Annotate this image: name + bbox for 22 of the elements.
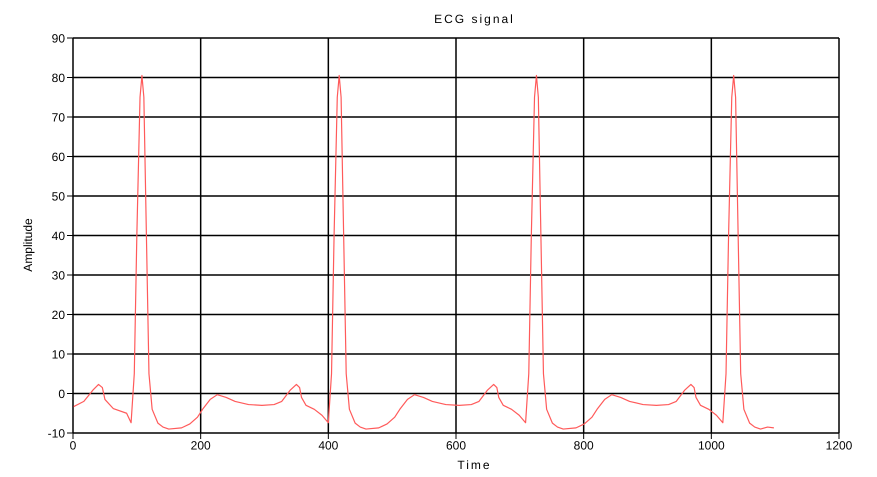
y-tick-label: 0	[58, 386, 66, 401]
chart-title: ECG signal	[433, 12, 516, 26]
y-axis-title: Amplitude	[21, 217, 35, 274]
x-tick-label: 1200	[826, 438, 853, 453]
x-tick-label: 200	[190, 438, 211, 453]
y-tick-label: -10	[48, 426, 66, 440]
y-tick-label: 20	[52, 308, 66, 322]
x-tick-label: 400	[318, 438, 339, 453]
x-axis-title: Time	[456, 458, 493, 472]
y-tick-label: 10	[52, 347, 66, 362]
y-tick-label: 50	[52, 189, 66, 204]
x-tick-label: 800	[574, 438, 594, 453]
x-tick-label: 1000	[698, 438, 726, 453]
y-tick-label: 80	[52, 70, 66, 85]
x-tick-label: 600	[446, 438, 466, 453]
y-tick-label: 70	[52, 110, 66, 124]
line-series	[73, 74, 774, 430]
y-tick-label: 60	[52, 150, 66, 164]
y-tick-label: 30	[52, 268, 66, 282]
x-tick-label: 0	[70, 438, 77, 453]
y-tick-label: 40	[52, 228, 66, 243]
y-tick-label: 90	[52, 31, 66, 46]
